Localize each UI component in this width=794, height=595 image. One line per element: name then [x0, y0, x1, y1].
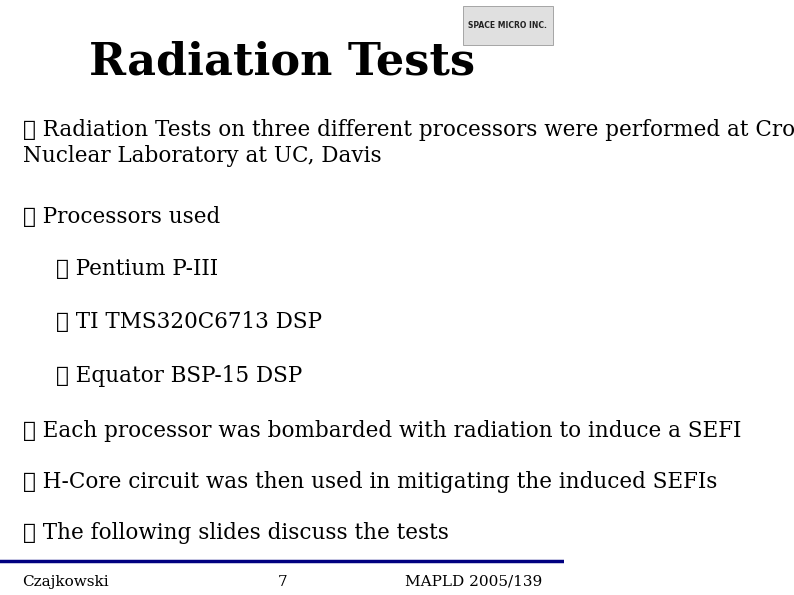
FancyBboxPatch shape: [463, 6, 553, 45]
Text: Czajkowski: Czajkowski: [22, 575, 110, 589]
Text: ✔ TI TMS320C6713 DSP: ✔ TI TMS320C6713 DSP: [56, 312, 322, 333]
Text: 7: 7: [277, 575, 287, 589]
Text: Radiation Tests: Radiation Tests: [89, 41, 476, 84]
Text: ➢ Processors used: ➢ Processors used: [22, 206, 220, 228]
Text: ➢ Radiation Tests on three different processors were performed at Crocker
Nuclea: ➢ Radiation Tests on three different pro…: [22, 119, 794, 167]
Text: ➢ H-Core circuit was then used in mitigating the induced SEFIs: ➢ H-Core circuit was then used in mitiga…: [22, 471, 717, 493]
Text: MAPLD 2005/139: MAPLD 2005/139: [404, 575, 542, 589]
Text: ➢ The following slides discuss the tests: ➢ The following slides discuss the tests: [22, 522, 449, 543]
Text: ✔ Equator BSP-15 DSP: ✔ Equator BSP-15 DSP: [56, 365, 303, 387]
Text: SPACE MICRO INC.: SPACE MICRO INC.: [468, 21, 547, 30]
Text: ✔ Pentium P-III: ✔ Pentium P-III: [56, 258, 218, 280]
Text: ➢ Each processor was bombarded with radiation to induce a SEFI: ➢ Each processor was bombarded with radi…: [22, 421, 741, 442]
